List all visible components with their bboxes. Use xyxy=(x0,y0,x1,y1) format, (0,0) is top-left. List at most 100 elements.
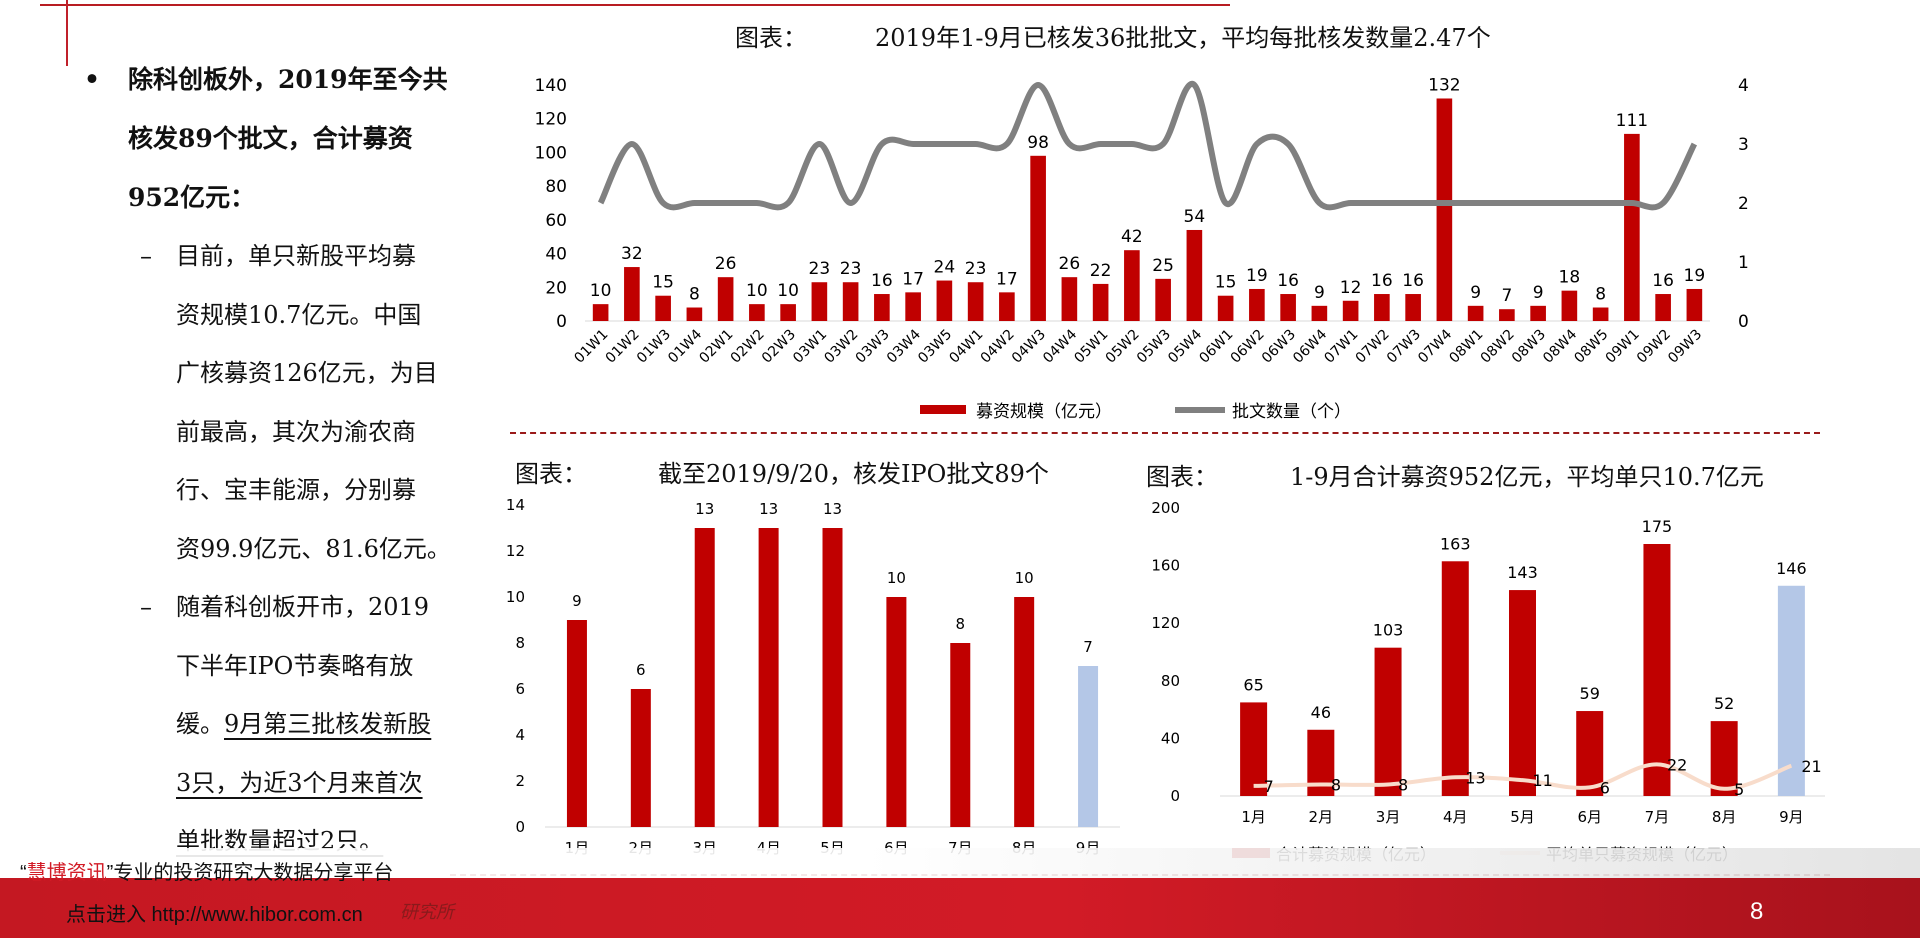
bar xyxy=(694,528,715,827)
bar-data-label: 9 xyxy=(572,592,582,610)
y-tick-label: 14 xyxy=(506,496,525,514)
x-tick-label: 06W3 xyxy=(1259,327,1299,367)
bar-data-label: 103 xyxy=(1373,621,1404,640)
x-tick-label: 8月 xyxy=(1712,808,1737,826)
bar xyxy=(874,294,890,321)
bar-data-label: 46 xyxy=(1311,703,1331,722)
bar-data-label: 6 xyxy=(636,661,646,679)
x-tick-label: 06W2 xyxy=(1228,327,1268,367)
x-tick-label: 01W3 xyxy=(634,327,674,367)
line-data-label: 8 xyxy=(1398,775,1408,794)
line-data-label: 5 xyxy=(1734,780,1744,799)
bar xyxy=(1249,288,1265,321)
x-tick-label: 7月 xyxy=(1645,808,1670,826)
bar-data-label: 25 xyxy=(1152,256,1174,276)
bar-data-label: 9 xyxy=(1470,283,1481,303)
bar xyxy=(967,282,984,321)
x-tick-label: 09W2 xyxy=(1634,327,1674,367)
bar xyxy=(1509,590,1536,796)
x-tick-label: 08W2 xyxy=(1478,327,1518,367)
bar xyxy=(1014,597,1035,827)
bar-data-label: 22 xyxy=(1090,261,1112,281)
x-tick-label: 08W1 xyxy=(1446,327,1486,367)
bar xyxy=(1436,98,1453,321)
chart-1-title-prefix: 图表： xyxy=(735,24,807,52)
bar-data-label: 18 xyxy=(1559,268,1581,288)
sub-bullet-line: 3只，为近3个月来首次 xyxy=(176,768,423,797)
bar xyxy=(749,304,765,321)
bar xyxy=(1405,294,1421,321)
bar xyxy=(886,597,907,827)
bar-data-label: 146 xyxy=(1776,559,1807,578)
x-tick-label: 01W4 xyxy=(665,326,705,366)
chart-2-title: 截至2019/9/20，核发IPO批文89个 xyxy=(658,460,1049,488)
bar xyxy=(1030,155,1046,321)
bar-data-label: 8 xyxy=(1595,285,1606,305)
bar-data-label: 65 xyxy=(1243,675,1263,694)
bar xyxy=(1374,647,1402,796)
y-tick-label: 80 xyxy=(545,177,567,197)
bar-data-label: 9 xyxy=(1533,283,1544,303)
main-bullet: • 除科创板外，2019年至今共 核发89个批文，合计募资 952亿元： xyxy=(84,50,484,227)
sub-bullet-line: 资99.9亿元、81.6亿元。 xyxy=(176,534,451,563)
sub-bullet-line: 缓。9月第三批核发新股 xyxy=(176,695,484,754)
divider-dashed xyxy=(510,432,1820,434)
bar-data-label: 15 xyxy=(1215,273,1237,293)
bar-data-label: 16 xyxy=(1277,271,1299,291)
bar xyxy=(1686,288,1703,321)
bar xyxy=(758,528,779,827)
line-data-label: 7 xyxy=(1264,777,1274,796)
bar xyxy=(1124,250,1140,321)
bar-data-label: 16 xyxy=(1402,271,1424,291)
bar xyxy=(999,292,1015,321)
bar-data-label: 16 xyxy=(1371,271,1393,291)
line-data-label: 8 xyxy=(1331,775,1341,794)
bar xyxy=(905,292,921,321)
bar xyxy=(1061,277,1078,321)
y-tick-label: 140 xyxy=(535,76,567,96)
bar-data-label: 98 xyxy=(1027,133,1049,153)
x-tick-label: 01W2 xyxy=(603,327,643,367)
y-tick-label: 40 xyxy=(1161,729,1180,747)
y-tick-label: 20 xyxy=(545,278,567,298)
platform-slogan: “慧博资讯”专业的投资研究大数据分享平台 xyxy=(20,856,393,885)
bar-data-label: 19 xyxy=(1246,266,1268,286)
bar xyxy=(592,304,609,321)
bar xyxy=(1530,305,1546,321)
y-tick-label: 120 xyxy=(535,110,567,130)
bar xyxy=(842,282,859,321)
y-tick-label: 0 xyxy=(556,312,567,332)
bar-data-label: 7 xyxy=(1083,638,1093,656)
bar-data-label: 16 xyxy=(1652,271,1674,291)
x-tick-label: 02W3 xyxy=(759,327,799,367)
x-tick-label: 05W4 xyxy=(1165,326,1205,366)
y-tick-label: 4 xyxy=(515,726,525,744)
sub-bullet-line: 随着科创板开市，2019 xyxy=(176,593,430,621)
x-tick-label: 09W1 xyxy=(1603,327,1643,367)
entry-link[interactable]: 点击进入 http://www.hibor.com.cn xyxy=(66,904,363,926)
main-bullet-line: 除科创板外，2019年至今共 xyxy=(128,65,448,94)
chart-monthly-fundraising: 04080120160200651月462月1033月1634月1435月596… xyxy=(1151,499,1825,864)
x-tick-label: 4月 xyxy=(1443,808,1468,826)
sub-bullet-line: 下半年IPO节奏略有放 xyxy=(176,651,414,680)
sub-bullet-text: 缓。 xyxy=(176,710,224,738)
y2-tick-label: 3 xyxy=(1738,135,1749,155)
y-tick-label: 6 xyxy=(515,680,525,698)
platform-brand-link[interactable]: 慧博资讯 xyxy=(26,862,107,884)
bullet-dot: • xyxy=(84,65,100,94)
x-tick-label: 5月 xyxy=(1510,808,1535,826)
bar xyxy=(1624,133,1640,321)
bar-data-label: 52 xyxy=(1714,694,1734,713)
bar xyxy=(936,280,953,321)
bar xyxy=(1078,666,1099,827)
bar xyxy=(1217,295,1234,321)
bar xyxy=(1311,305,1328,321)
bar xyxy=(1592,307,1609,321)
y2-tick-label: 2 xyxy=(1738,194,1749,214)
x-tick-label: 07W3 xyxy=(1384,327,1424,367)
x-tick-label: 02W2 xyxy=(728,327,768,367)
x-tick-label: 08W4 xyxy=(1540,326,1580,366)
x-tick-label: 04W2 xyxy=(978,327,1018,367)
bar xyxy=(630,689,651,827)
y-tick-label: 10 xyxy=(506,588,525,606)
